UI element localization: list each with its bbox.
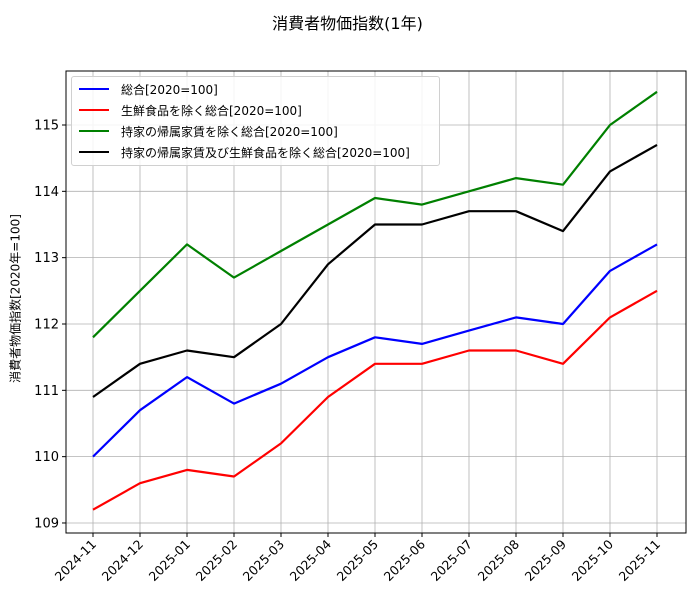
- x-tick-label: 2025-03: [240, 537, 288, 585]
- legend-swatch-blue: [79, 88, 109, 90]
- legend-label: 持家の帰属家賃及び生鮮食品を除く総合[2020=100]: [121, 145, 410, 160]
- y-tick-label: 111: [34, 384, 59, 399]
- x-tick-label: 2025-07: [428, 537, 476, 585]
- y-tick-label: 112: [34, 317, 59, 332]
- legend: 総合[2020=100] 生鮮食品を除く総合[2020=100] 持家の帰属家賃…: [71, 76, 440, 166]
- x-tick-label: 2025-06: [381, 536, 429, 584]
- chart-title: 消費者物価指数(1年): [272, 14, 423, 33]
- y-tick-label: 113: [34, 251, 59, 266]
- legend-item: 持家の帰属家賃及び生鮮食品を除く総合[2020=100]: [79, 141, 410, 163]
- legend-item: 生鮮食品を除く総合[2020=100]: [79, 99, 302, 121]
- x-tick-label: 2025-11: [616, 537, 664, 585]
- plot-frame: [65, 70, 687, 534]
- series-line: [92, 289, 658, 511]
- legend-label: 総合[2020=100]: [121, 82, 218, 97]
- legend-item: 総合[2020=100]: [79, 78, 218, 100]
- x-tick-label: 2025-10: [569, 536, 617, 584]
- legend-item: 持家の帰属家賃を除く総合[2020=100]: [79, 120, 338, 142]
- y-tick-label: 109: [34, 516, 59, 531]
- legend-label: 生鮮食品を除く総合[2020=100]: [121, 103, 302, 118]
- legend-swatch-green: [79, 130, 109, 132]
- y-tick-label: 115: [34, 119, 59, 134]
- legend-swatch-black: [79, 151, 109, 153]
- x-tick-label: 2025-04: [287, 536, 335, 584]
- x-tick-label: 2024-12: [99, 537, 147, 585]
- x-tick-label: 2025-08: [475, 536, 523, 584]
- x-tick-label: 2025-05: [334, 537, 382, 585]
- y-tick-label: 114: [34, 185, 59, 200]
- x-tick-label: 2025-09: [522, 536, 570, 584]
- series-line: [92, 90, 658, 339]
- series-line: [92, 143, 658, 398]
- legend-label: 持家の帰属家賃を除く総合[2020=100]: [121, 124, 338, 139]
- series-line: [92, 243, 658, 458]
- y-axis-label: 消費者物価指数[2020年=100]: [8, 214, 23, 383]
- x-tick-label: 2024-11: [52, 537, 100, 585]
- y-tick-label: 110: [34, 450, 59, 465]
- x-tick-label: 2025-02: [193, 537, 241, 585]
- x-tick-label: 2025-01: [146, 537, 194, 585]
- legend-swatch-red: [79, 109, 109, 111]
